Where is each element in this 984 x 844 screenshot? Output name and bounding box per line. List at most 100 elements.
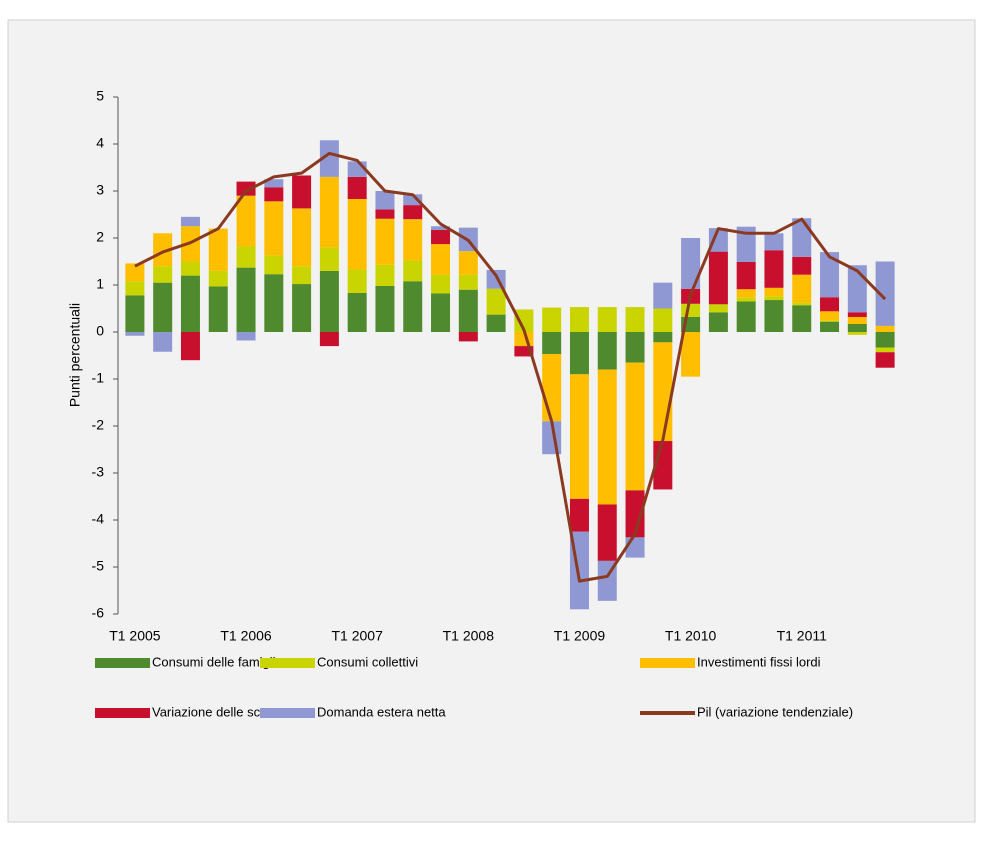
bar-segment [764,300,784,332]
bar-segment [319,247,339,271]
bar-segment [264,187,284,202]
bar-segment [792,302,812,306]
bar-segment [347,198,367,270]
bar-segment [847,312,867,317]
bar-segment [431,230,451,245]
bar-segment [264,179,284,188]
x-tick-label: T1 2009 [554,628,606,644]
legend-swatch [95,658,150,668]
legend-label: Consumi delle famiglie [152,654,283,669]
bar-segment [319,140,339,177]
y-tick-label: 3 [96,182,104,198]
bar-segment [681,303,701,317]
bar-segment [597,332,617,370]
legend-label: Consumi collettivi [317,654,418,669]
bar-segment [764,233,784,251]
bar-segment [708,251,728,305]
bar-segment [736,261,756,290]
bar-segment [347,176,367,199]
bar-segment [514,309,534,332]
bar-segment [708,228,728,252]
bar-segment [736,301,756,332]
bar-segment [875,332,895,348]
legend-label: Variazione delle scorte [152,704,283,719]
x-tick-label: T1 2007 [331,628,383,644]
bar-segment [681,332,701,377]
bar-segment [431,226,451,231]
bar-segment [764,250,784,288]
bar-segment [653,342,673,442]
bar-segment [180,275,200,332]
bar-segment [403,260,423,282]
bar-segment [153,233,173,267]
bar-segment [236,195,256,247]
bar-segment [736,297,756,302]
bar-segment [347,292,367,332]
bar-segment [208,270,228,287]
bar-segment [681,238,701,289]
bar-segment [542,332,562,355]
bar-segment [764,287,784,297]
bar-segment [847,324,867,332]
bar-segment [597,504,617,561]
x-tick-label: T1 2006 [220,628,272,644]
bar-segment [403,205,423,220]
bar-segment [569,307,589,332]
y-tick-label: -2 [92,417,105,433]
bar-segment [292,266,312,285]
bar-segment [153,332,173,352]
bar-segment [875,325,895,332]
bar-segment [542,307,562,332]
bar-segment [431,274,451,294]
bar-segment [236,332,256,341]
bar-segment [653,282,673,309]
bar-segment [153,266,173,283]
bar-segment [292,208,312,267]
bar-segment [236,246,256,268]
bar-segment [375,264,395,286]
y-tick-label: -5 [92,558,105,574]
bar-segment [875,347,895,353]
bar-segment [486,314,506,332]
bar-segment [458,274,478,290]
legend-swatch [260,708,315,718]
bar-segment [820,321,840,332]
bar-segment [875,352,895,368]
bar-segment [847,316,867,325]
bar-segment [431,293,451,332]
y-tick-label: 5 [96,88,104,104]
y-tick-label: 4 [96,135,104,151]
legend-label: Investimenti fissi lordi [697,654,821,669]
bar-segment [236,181,256,196]
bar-segment [653,332,673,343]
bar-segment [180,332,200,361]
bar-segment [875,261,895,326]
bar-segment [180,216,200,227]
x-tick-label: T1 2011 [777,628,828,644]
bar-segment [625,537,645,558]
bar-segment [736,226,756,262]
bar-segment [375,209,395,219]
bar-segment [180,261,200,276]
bar-segment [708,312,728,332]
bar-segment [736,289,756,298]
y-tick-label: -4 [92,511,105,527]
bar-segment [264,255,284,275]
bar-segment [319,270,339,332]
bar-segment [792,274,812,303]
bar-segment [347,269,367,293]
bar-segment [375,191,395,210]
bar-segment [125,332,145,336]
bar-segment [236,267,256,332]
bar-segment [514,346,534,357]
y-tick-label: -6 [92,605,105,621]
bar-segment [125,263,145,282]
bar-segment [264,201,284,256]
bar-segment [125,281,145,296]
bar-segment [625,362,645,491]
bar-segment [292,284,312,332]
legend-label: Pil (variazione tendenziale) [697,704,853,719]
bar-segment [569,332,589,375]
bar-segment [125,295,145,332]
